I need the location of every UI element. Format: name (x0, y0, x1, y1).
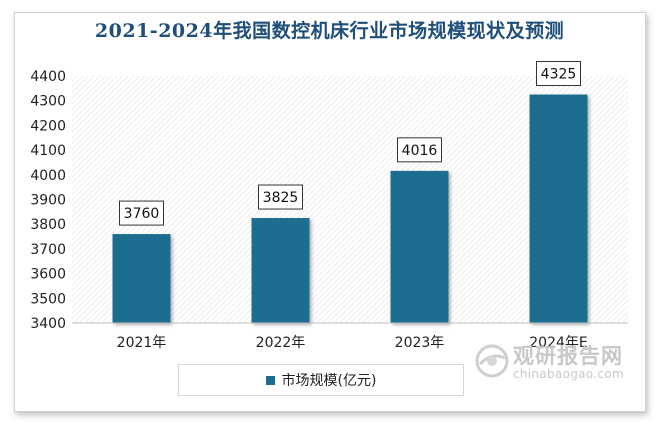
y-tick-label: 4400 (30, 69, 66, 85)
bar-2021年 (112, 234, 171, 323)
x-tick-label: 2021年 (117, 335, 167, 351)
data-label: 4325 (541, 67, 577, 83)
x-tick-label: 2024年E (529, 335, 587, 351)
data-label: 4016 (402, 143, 438, 159)
watermark-site: chinabaogao.com (513, 367, 624, 381)
legend-label: 市场规模(亿元) (281, 373, 377, 389)
bars: 3760 3825 4016 4325 (112, 61, 588, 324)
y-tick-label: 4200 (30, 118, 66, 134)
watermark: 观研报告网 chinabaogao.com (475, 340, 635, 390)
legend-swatch (265, 375, 275, 385)
data-label-box (397, 137, 442, 163)
data-label: 3825 (263, 190, 299, 206)
y-tick-label: 4000 (30, 168, 66, 184)
y-tick-label: 3700 (30, 242, 66, 258)
y-tick-label: 3600 (30, 267, 66, 283)
globe-logo-icon (475, 344, 509, 378)
chart-title: 2021-2024年我国数控机床行业市场规模现状及预测 (94, 20, 565, 42)
x-tick-label: 2022年 (256, 335, 306, 351)
data-label-box (119, 200, 164, 226)
bar-2023年 (390, 170, 449, 323)
y-tick-label: 3500 (30, 291, 66, 307)
y-axis: 3400 3500 3600 3700 3800 3900 4000 4100 4200 4300… (30, 69, 66, 332)
y-tick-label: 3800 (30, 217, 66, 233)
x-tick-label: 2023年 (395, 335, 445, 351)
y-tick-label: 3400 (30, 316, 66, 332)
bar-2022年 (251, 218, 310, 323)
legend: 市场规模(亿元) (178, 364, 464, 396)
x-axis: 2021年 2022年 2023年 2024年E (72, 322, 628, 351)
data-label-box (258, 184, 303, 210)
bar-2024年E (529, 94, 588, 324)
data-label: 3760 (124, 206, 160, 222)
y-tick-label: 4300 (30, 94, 66, 110)
data-label-box (536, 61, 581, 87)
y-tick-label: 4100 (30, 143, 66, 159)
y-tick-label: 3900 (30, 193, 66, 209)
watermark-name: 观研报告网 (513, 344, 623, 368)
